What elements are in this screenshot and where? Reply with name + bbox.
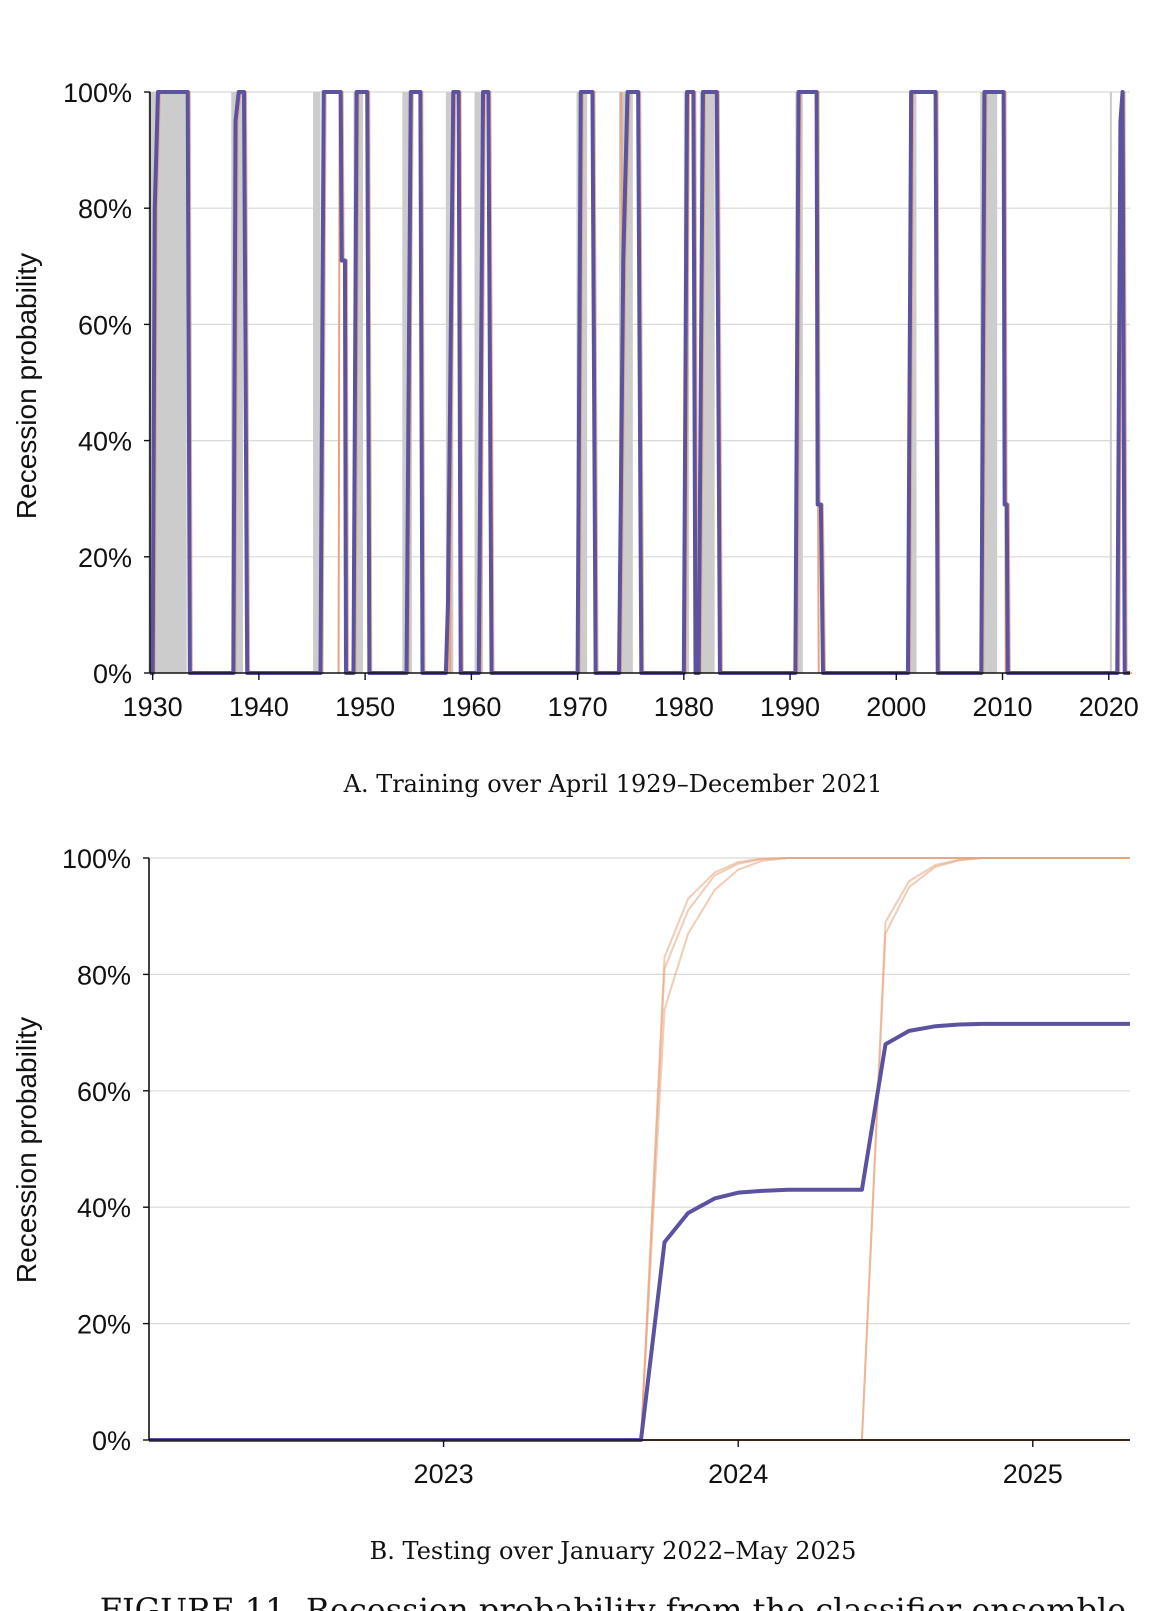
ensemble-line (149, 857, 1130, 1441)
mean-line (150, 90, 1130, 675)
recession-band (474, 92, 484, 673)
x-tick-label: 2023 (414, 1459, 474, 1489)
x-tick-label: 2020 (1079, 692, 1139, 722)
y-tick-label: 100% (62, 844, 131, 874)
x-tick-label: 1930 (123, 692, 183, 722)
y-tick-labels: 0% 20% 40% 60% 80% 100% (62, 844, 131, 1456)
y-axis-label: Recession probability (11, 1017, 42, 1283)
recession-band (313, 92, 321, 673)
x-tick-label: 1940 (229, 692, 289, 722)
ensemble-lines (149, 857, 1130, 1441)
chart-panel-a: 0%20%40%60%80%100% 1930 1940 1950 1960 1970 1… (11, 78, 1139, 798)
y-tick-label: 80% (78, 194, 132, 224)
y-tick-label: 60% (78, 310, 132, 340)
recession-band (1109, 92, 1112, 673)
recession-band (909, 92, 917, 673)
y-tick-label: 100% (63, 78, 132, 108)
x-tick-label: 2025 (1003, 1459, 1063, 1489)
y-tick-label: 40% (78, 427, 132, 457)
y-tick-label: 60% (77, 1077, 131, 1107)
y-tick-label: 40% (77, 1193, 131, 1223)
gridlines (149, 857, 1130, 1325)
mean-line (149, 1021, 1130, 1442)
ensemble-line (149, 857, 1130, 1441)
figure-caption: FIGURE 11. Recession probability from th… (100, 1591, 1126, 1611)
recession-shading (148, 92, 1112, 673)
x-tick-label: 2010 (972, 692, 1032, 722)
ensemble-line (149, 857, 1130, 1441)
x-tick-label: 1970 (548, 692, 608, 722)
ensemble-line (149, 857, 1130, 1441)
y-tick-label: 20% (77, 1310, 131, 1340)
x-tick-label: 1980 (654, 692, 714, 722)
x-tick-label: 2000 (866, 692, 926, 722)
y-tick-label: 0% (93, 659, 132, 689)
panel-a-caption: A. Training over April 1929–December 202… (343, 770, 883, 798)
x-tick-labels: 2023 2024 2025 (414, 1459, 1063, 1489)
x-tick-labels: 1930 1940 1950 1960 1970 1980 1990 2000 2010 2020 (123, 692, 1139, 722)
y-tick-label: 0% (92, 1426, 131, 1456)
x-tick-label: 2024 (708, 1459, 768, 1489)
axes (143, 857, 1130, 1447)
axes (144, 91, 1130, 680)
recession-band (353, 92, 363, 673)
ensemble-line (149, 857, 1130, 1441)
x-tick-label: 1950 (335, 692, 395, 722)
mean-probability-line (149, 1021, 1130, 1442)
x-tick-label: 1990 (760, 692, 820, 722)
y-tick-label: 20% (78, 543, 132, 573)
x-tick-label: 1960 (441, 692, 501, 722)
y-tick-labels: 0% 20% 40% 60% 80% 100% (63, 78, 132, 689)
chart-panel-b: 0% 20% 40% 60% 80% 100% 2023 2024 2025 Recessio… (11, 844, 1130, 1565)
panel-b-caption: B. Testing over January 2022–May 2025 (370, 1537, 857, 1565)
mean-probability-line (150, 90, 1130, 675)
y-axis-label: Recession probability (11, 253, 42, 519)
y-tick-label: 80% (77, 960, 131, 990)
